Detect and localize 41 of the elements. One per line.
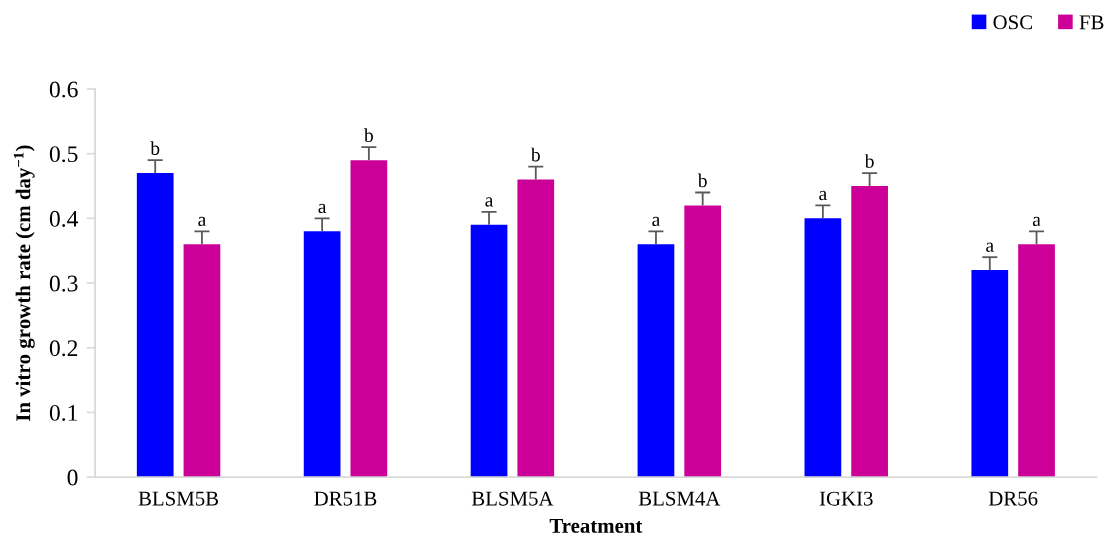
data-label: a xyxy=(198,216,206,227)
bar xyxy=(804,218,842,478)
y-tick-label: 0.1 xyxy=(49,404,78,421)
data-label: b xyxy=(864,154,874,168)
x-tick-label: IGKI3 xyxy=(819,491,873,506)
bar xyxy=(517,179,555,478)
y-tick-label: 0.5 xyxy=(49,146,78,163)
bar xyxy=(1018,244,1055,478)
bar xyxy=(350,160,388,478)
data-label: a xyxy=(652,216,661,227)
data-label: a xyxy=(318,203,327,214)
legend-label: FB xyxy=(1079,15,1104,30)
bar xyxy=(470,224,508,478)
x-tick-label: DR51B xyxy=(314,491,377,506)
y-tick-label: 0.6 xyxy=(49,81,78,98)
bar xyxy=(637,244,675,478)
bar xyxy=(684,205,722,478)
legend-label: OSC xyxy=(993,15,1032,30)
data-label: a xyxy=(986,242,994,252)
data-label: b xyxy=(530,147,540,162)
y-tick-label: 0 xyxy=(67,469,78,486)
data-label: b xyxy=(150,141,160,155)
x-tick-label: DR56 xyxy=(988,491,1038,506)
data-label: b xyxy=(697,173,707,188)
x-axis-title: Treatment xyxy=(549,519,643,533)
x-tick-label: BLSM4A xyxy=(638,491,721,506)
y-axis-title: In vitro growth rate (cm day$^{−1}$) xyxy=(13,145,35,421)
bar xyxy=(183,244,221,478)
data-label: a xyxy=(1032,216,1041,227)
y-tick-label: 0.2 xyxy=(49,340,78,357)
bar xyxy=(303,231,341,478)
bar xyxy=(136,173,174,478)
y-tick-label: 0.4 xyxy=(49,210,79,227)
data-label: b xyxy=(364,128,373,142)
x-tick-label: BLSM5A xyxy=(471,491,554,506)
data-label: a xyxy=(819,190,827,201)
x-tick-label: BLSM5B xyxy=(138,491,219,506)
bar xyxy=(851,186,888,478)
y-tick-label: 0.3 xyxy=(49,275,78,292)
data-label: a xyxy=(485,197,494,207)
bar xyxy=(971,270,1009,478)
